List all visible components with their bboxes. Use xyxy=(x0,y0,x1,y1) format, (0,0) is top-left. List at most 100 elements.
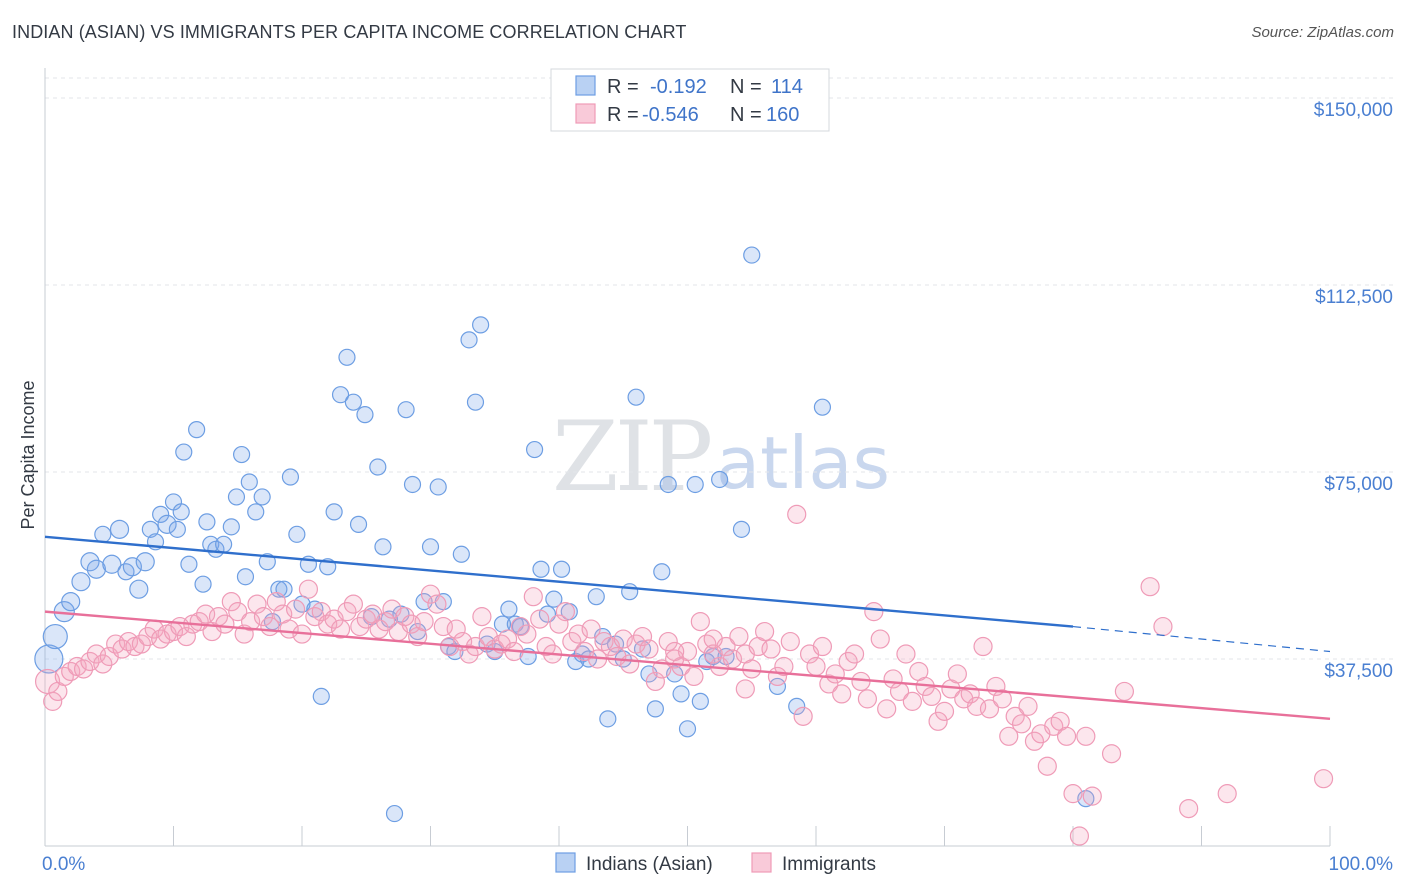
point-immigrants-170 xyxy=(1313,769,1334,789)
point-immigrants-30 xyxy=(228,602,248,622)
point-immigrants-166 xyxy=(1140,577,1160,597)
point-immigrants-161 xyxy=(1069,826,1090,846)
point-immigrants-36 xyxy=(266,592,286,612)
point-indians-asian-19 xyxy=(168,520,186,538)
y-tick-labels: $37,500 $75,000 $112,500 $150,000 xyxy=(1314,100,1393,682)
point-indians-asian-75 xyxy=(500,600,518,618)
point-immigrants-80 xyxy=(549,614,569,634)
point-immigrants-140 xyxy=(934,701,955,721)
point-immigrants-34 xyxy=(253,607,274,627)
point-immigrants-92 xyxy=(626,634,646,654)
point-indians-asian-83 xyxy=(552,560,571,578)
point-indians-asian-16 xyxy=(152,505,170,523)
point-immigrants-32 xyxy=(241,611,261,632)
point-immigrants-101 xyxy=(684,666,704,687)
point-immigrants-134 xyxy=(896,644,916,664)
point-immigrants-147 xyxy=(979,699,1000,719)
point-indians-asian-13 xyxy=(135,552,155,572)
point-indians-asian-17 xyxy=(157,514,177,534)
point-indians-asian-9 xyxy=(109,519,130,539)
point-immigrants-81 xyxy=(555,602,576,622)
point-immigrants-75 xyxy=(517,624,537,644)
point-immigrants-122 xyxy=(819,674,839,694)
point-immigrants-56 xyxy=(395,607,415,627)
point-immigrants-142 xyxy=(947,664,967,684)
chart-title: INDIAN (ASIAN) VS IMMIGRANTS PER CAPITA … xyxy=(12,22,687,42)
point-indians-asian-113 xyxy=(813,398,832,416)
point-immigrants-50 xyxy=(356,609,376,629)
point-immigrants-162 xyxy=(1076,726,1096,746)
point-indians-asian-80 xyxy=(532,560,550,578)
point-immigrants-82 xyxy=(562,631,582,652)
point-immigrants-108 xyxy=(729,626,749,647)
point-immigrants-120 xyxy=(806,656,826,677)
point-immigrants-146 xyxy=(973,636,993,657)
point-immigrants-95 xyxy=(645,671,665,692)
point-immigrants-46 xyxy=(330,619,351,639)
point-indians-asian-51 xyxy=(349,515,368,533)
x-tick-label-min: 0.0% xyxy=(42,854,85,875)
point-indians-asian-8 xyxy=(102,554,122,574)
point-immigrants-29 xyxy=(221,592,241,612)
point-indians-asian-31 xyxy=(233,445,251,464)
point-indians-asian-90 xyxy=(599,710,617,728)
series-indians-asian xyxy=(34,246,1095,823)
point-immigrants-48 xyxy=(343,594,363,614)
watermark: ZIP atlas xyxy=(552,401,890,513)
point-immigrants-169 xyxy=(1217,784,1237,804)
point-immigrants-154 xyxy=(1024,731,1045,751)
point-immigrants-93 xyxy=(632,626,653,647)
point-immigrants-85 xyxy=(581,619,601,639)
point-indians-asian-59 xyxy=(397,401,415,419)
point-immigrants-167 xyxy=(1153,616,1173,637)
point-indians-asian-30 xyxy=(227,488,246,506)
point-immigrants-128 xyxy=(857,689,878,709)
point-indians-asian-104 xyxy=(691,692,709,710)
point-indians-asian-88 xyxy=(587,588,605,606)
point-immigrants-60 xyxy=(420,584,441,604)
point-immigrants-74 xyxy=(510,616,531,637)
point-immigrants-163 xyxy=(1082,786,1102,806)
point-indians-asian-111 xyxy=(768,677,787,696)
point-indians-asian-32 xyxy=(236,568,255,586)
watermark-zip: ZIP xyxy=(552,401,711,513)
point-immigrants-72 xyxy=(498,629,518,649)
point-indians-asian-103 xyxy=(686,475,704,494)
point-indians-asian-6 xyxy=(86,559,107,579)
point-indians-asian-3 xyxy=(61,592,81,612)
series-legend-swatch-blue xyxy=(555,852,576,873)
point-immigrants-49 xyxy=(350,616,370,637)
legend-r-value-2: -0.546 xyxy=(642,104,699,126)
point-immigrants-22 xyxy=(176,626,196,647)
point-indians-asian-98 xyxy=(653,563,671,581)
trend-line-indians-asian xyxy=(44,535,1074,628)
point-immigrants-39 xyxy=(285,599,306,619)
point-immigrants-138 xyxy=(922,686,942,707)
point-immigrants-159 xyxy=(1056,726,1077,746)
point-indians-asian-94 xyxy=(627,388,645,406)
point-indians-asian-79 xyxy=(525,440,544,459)
point-immigrants-139 xyxy=(928,711,948,731)
point-indians-asian-107 xyxy=(711,470,729,489)
point-immigrants-44 xyxy=(318,614,338,634)
point-indians-asian-82 xyxy=(545,590,563,608)
point-immigrants-130 xyxy=(870,629,890,649)
point-immigrants-103 xyxy=(697,634,717,654)
point-indians-asian-63 xyxy=(421,538,440,556)
point-immigrants-156 xyxy=(1037,756,1057,776)
point-immigrants-102 xyxy=(690,611,710,632)
point-indians-asian-69 xyxy=(460,331,478,349)
point-immigrants-168 xyxy=(1179,798,1199,819)
point-indians-asian-11 xyxy=(122,557,142,577)
point-indians-asian-57 xyxy=(385,804,404,823)
x-tick-label-max: 100.0% xyxy=(1329,854,1394,875)
legend-swatch-blue xyxy=(575,75,596,96)
trend-lines xyxy=(44,535,1331,721)
legend-r-label-2: R = xyxy=(607,104,639,126)
point-indians-asian-47 xyxy=(325,503,343,521)
series-legend-indians-asian: Indians (Asian) xyxy=(586,854,713,875)
point-immigrants-9 xyxy=(93,654,113,674)
point-indians-asian-20 xyxy=(172,503,190,521)
point-immigrants-97 xyxy=(658,631,678,652)
